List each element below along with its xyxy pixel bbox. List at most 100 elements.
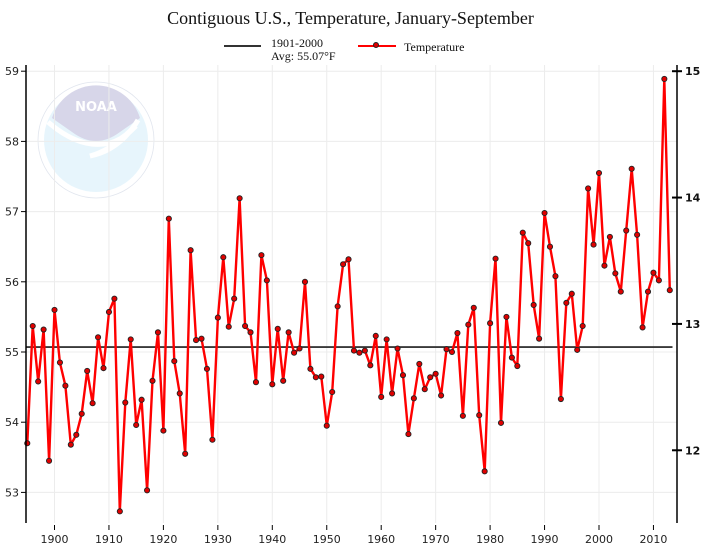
y-tick-label-left: 55 <box>5 346 19 359</box>
data-point <box>617 288 624 295</box>
data-point <box>84 367 91 375</box>
data-point <box>78 410 85 417</box>
data-point <box>514 362 521 370</box>
data-point <box>378 393 385 400</box>
data-point <box>209 436 216 443</box>
data-point <box>372 332 379 339</box>
data-point <box>220 254 227 261</box>
data-point <box>470 304 477 311</box>
data-point <box>67 441 74 448</box>
legend-temp-label: Temperature <box>404 40 465 54</box>
x-tick-label: 2000 <box>585 533 613 546</box>
data-point <box>585 185 592 192</box>
data-point <box>383 336 390 343</box>
x-tick-label: 1990 <box>531 533 559 546</box>
data-point <box>62 382 69 389</box>
data-point <box>133 421 140 429</box>
data-point <box>427 374 434 381</box>
data-point <box>574 346 581 353</box>
data-point <box>448 348 456 356</box>
legend: 1901-2000 Avg: 55.07°F Temperature <box>0 36 701 64</box>
data-point <box>410 395 417 402</box>
data-point <box>487 320 494 327</box>
data-point <box>182 450 189 457</box>
data-point <box>497 419 505 426</box>
data-point <box>356 349 363 356</box>
data-point <box>443 346 450 353</box>
x-tick-label: 1930 <box>204 533 232 546</box>
data-point <box>51 306 58 313</box>
data-point <box>612 270 619 277</box>
data-point <box>252 379 260 386</box>
data-point <box>563 299 570 306</box>
data-point <box>105 308 112 316</box>
axes: 53 54 55 56 57 58 59 12 13 14 15 1900 1910 1920 1930 19… <box>5 65 701 546</box>
data-point <box>546 243 554 250</box>
data-point <box>329 388 336 396</box>
data-point <box>149 377 156 384</box>
data-point <box>73 431 80 438</box>
data-point <box>247 329 254 336</box>
data-point <box>242 322 249 330</box>
data-point <box>301 278 309 285</box>
y-tick-label-right: 12 <box>685 444 700 457</box>
noaa-logo-icon: NOAA <box>37 81 155 199</box>
data-point <box>579 322 586 330</box>
x-tick-label: 1950 <box>313 533 341 546</box>
data-point <box>193 337 200 344</box>
data-point <box>557 395 564 403</box>
x-tick-label: 1940 <box>258 533 286 546</box>
data-point <box>56 359 63 366</box>
grid <box>26 65 677 523</box>
data-point <box>334 303 341 310</box>
data-point <box>644 288 652 295</box>
data-point <box>40 326 47 333</box>
data-point <box>590 241 597 248</box>
data-point <box>345 256 352 263</box>
data-point <box>459 412 466 419</box>
data-point <box>171 358 178 365</box>
data-point <box>530 301 537 309</box>
x-tick-label: 1980 <box>476 533 504 546</box>
chart-title: Contiguous U.S., Temperature, January-Se… <box>167 8 534 28</box>
svg-text:NOAA: NOAA <box>75 100 117 115</box>
data-point <box>127 336 134 343</box>
data-point <box>421 386 428 393</box>
data-point <box>340 261 347 268</box>
data-point <box>35 378 42 385</box>
legend-avg-name: 1901-2000 <box>271 36 323 50</box>
y-tick-label-left: 58 <box>5 135 19 148</box>
data-point <box>236 195 243 202</box>
y-tick-label-right: 14 <box>685 192 701 205</box>
y-tick-label-left: 56 <box>5 276 19 289</box>
data-point <box>601 262 608 269</box>
data-point <box>263 277 270 284</box>
data-point <box>492 255 499 262</box>
data-point <box>595 169 603 177</box>
data-point <box>606 233 613 240</box>
data-point <box>454 329 461 337</box>
data-point <box>525 240 532 247</box>
data-point <box>405 431 412 438</box>
legend-avg-subtitle: Avg: 55.07°F <box>271 49 336 63</box>
data-point <box>138 396 145 403</box>
data-point <box>323 422 330 429</box>
data-point <box>394 345 401 352</box>
data-point <box>312 374 319 381</box>
data-point <box>541 209 548 217</box>
legend-temp-marker <box>373 42 379 48</box>
data-point <box>187 247 194 254</box>
x-tick-label: 1960 <box>367 533 395 546</box>
y-tick-label-right: 13 <box>685 318 700 331</box>
data-point <box>628 165 635 172</box>
data-point <box>274 325 281 332</box>
data-point <box>280 377 287 384</box>
data-point <box>350 347 358 354</box>
data-point <box>46 457 53 464</box>
y-tick-label-left: 59 <box>5 65 19 78</box>
legend-avg-swatch <box>224 45 261 47</box>
data-point <box>367 362 374 369</box>
data-point <box>536 335 543 342</box>
data-point <box>438 392 445 399</box>
y-tick-label-left: 57 <box>5 206 19 219</box>
